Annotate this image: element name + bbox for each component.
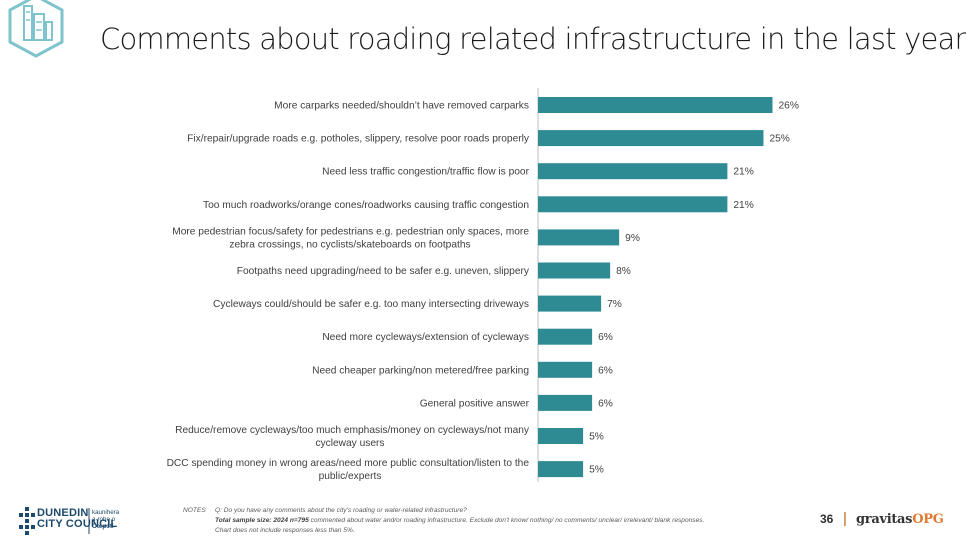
bar-chart: 26% More carparks needed/shouldn’t have r…: [167, 88, 799, 482]
council-name-line2: CITY COUNCIL: [37, 518, 118, 530]
bar-value-label-1: 25%: [769, 134, 789, 145]
bar-value-label-4: 9%: [625, 233, 640, 244]
category-label-5: Footpaths need upgrading/need to be safe…: [237, 266, 530, 277]
bar-value-label-5: 8%: [616, 266, 631, 277]
category-label-11-line-0: DCC spending money in wrong areas/need m…: [167, 458, 530, 469]
bar-value-label-8: 6%: [598, 365, 613, 376]
bar-value-label-3: 21%: [733, 200, 753, 211]
bar-value-label-7: 6%: [598, 332, 613, 343]
category-label-4-line-1: zebra crossings, no cyclists/skateboards…: [229, 239, 470, 250]
council-maori-line2: a-rohe o: [92, 516, 116, 523]
bar-5: [538, 262, 611, 279]
gravitas-logo: gravitasOPG: [856, 512, 944, 527]
bar-6: [538, 295, 602, 312]
notes-heading: NOTES: [183, 507, 206, 514]
category-label-1: Fix/repair/upgrade roads e.g. potholes, …: [187, 134, 530, 145]
council-maori-name: kaunihera a-rohe o Ōtepoti: [92, 509, 119, 530]
bar-7: [538, 328, 593, 345]
notes-sample-size: Total sample size: 2024 n=795: [215, 517, 309, 524]
bar-1: [538, 130, 764, 147]
city-skyline-logo-icon: [8, 0, 64, 58]
notes-question: Q: Do you have any comments about the ci…: [215, 507, 467, 514]
brand-main: gravitas: [856, 512, 913, 527]
page-number: 36: [820, 512, 834, 526]
bar-value-label-9: 6%: [598, 398, 613, 409]
category-label-3: Too much roadworks/orange cones/roadwork…: [203, 200, 529, 211]
footer-separator: |: [843, 510, 847, 527]
bar-11: [538, 461, 584, 478]
bar-value-label-6: 7%: [607, 299, 622, 310]
dunedin-council-logo-icon: [19, 507, 90, 535]
category-label-2: Need less traffic congestion/traffic flo…: [322, 167, 529, 178]
category-label-6: Cycleways could/should be safer e.g. too…: [213, 299, 529, 310]
council-maori-line3: Ōtepoti: [92, 523, 114, 530]
bar-value-label-10: 5%: [589, 432, 604, 443]
category-label-0: More carparks needed/shouldn’t have remo…: [274, 101, 529, 112]
council-name-line1: DUNEDIN: [37, 507, 89, 519]
council-maori-line1: kaunihera: [92, 509, 120, 516]
category-label-10-line-0: Reduce/remove cycleways/too much emphasi…: [175, 425, 530, 436]
category-label-10-line-1: cycleway users: [315, 438, 384, 449]
bar-2: [538, 163, 728, 180]
page-title: Comments about roading related infrastru…: [100, 22, 966, 56]
bar-8: [538, 361, 593, 378]
notes-sample-detail: commented about water and/or roading inf…: [308, 517, 705, 524]
category-label-9: General positive answer: [420, 398, 530, 409]
category-label-7: Need more cycleways/extension of cyclewa…: [322, 332, 529, 343]
bar-9: [538, 394, 593, 411]
brand-accent: OPG: [912, 512, 944, 527]
bar-value-label-0: 26%: [779, 101, 799, 112]
category-label-8: Need cheaper parking/non metered/free pa…: [312, 365, 529, 376]
bar-4: [538, 229, 620, 246]
category-label-4-line-0: More pedestrian focus/safety for pedestr…: [172, 226, 529, 237]
notes-block: NOTES Q: Do you have any comments about t…: [183, 506, 704, 536]
bar-value-label-2: 21%: [733, 167, 753, 178]
bar-0: [538, 97, 773, 113]
notes-exclusion: Chart does not include responses less th…: [215, 527, 355, 534]
council-name: DUNEDIN CITY COUNCIL: [37, 508, 117, 530]
category-label-11-line-1: public/experts: [319, 471, 382, 482]
bar-value-label-11: 5%: [589, 465, 604, 476]
bar-3: [538, 196, 728, 213]
bar-10: [538, 428, 584, 444]
